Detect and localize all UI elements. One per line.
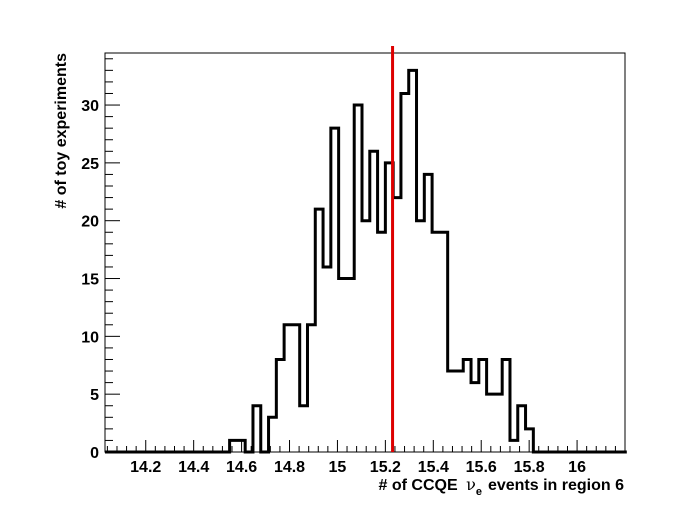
y-axis-title: # of toy experiments [53,53,70,209]
y-tick-label: 0 [90,445,99,462]
histogram-bin [300,406,308,452]
histogram-bin [487,394,495,452]
histogram-bin [417,221,425,452]
x-axis-title-rest: events in region 6 [488,477,624,494]
histogram-bin [510,440,518,452]
histogram-bin [455,371,463,452]
histogram-bin [339,279,347,452]
x-axis-title: # of CCQE νe events in region 6 [379,475,625,498]
histogram-bin [346,279,354,452]
x-tick-label: 14.8 [274,459,305,476]
histogram-outline [105,68,627,454]
y-tick-label: 10 [81,329,99,346]
y-tick-label: 25 [81,156,99,173]
histogram-bin [378,232,386,452]
histogram-bin [448,371,456,452]
x-tick-label: 15.2 [370,459,401,476]
y-tick-label: 15 [81,272,99,289]
x-tick-label: 14.4 [178,459,209,476]
x-tick-label: 15.8 [514,459,545,476]
x-tick-label: 14.2 [130,459,161,476]
plot-frame [104,52,626,453]
y-tick-label: 30 [81,98,99,115]
x-axis: 14.2 14.4 14.6 14.8 15 15.2 15.4 15.6 15.8 16 [106,440,626,476]
x-tick-label: 14.6 [226,459,257,476]
y-axis: 0 5 10 15 20 25 30 [81,58,120,462]
histogram-bin [362,221,370,452]
x-axis-title-text: # of CCQE [379,477,458,494]
y-tick-label: 20 [81,214,99,231]
histogram-bin [323,267,331,452]
x-tick-label: 15.4 [418,459,449,476]
y-tick-label: 5 [90,387,99,404]
x-axis-title-symbol: ν [466,475,476,494]
x-axis-title-subscript: e [476,486,482,498]
x-tick-label: 15 [329,459,347,476]
x-tick-label: 16 [568,459,586,476]
histogram-bin [432,232,440,452]
x-tick-label: 15.6 [466,459,497,476]
histogram-bin [494,394,502,452]
histogram-bin [471,383,479,452]
histogram-bin [393,198,401,452]
